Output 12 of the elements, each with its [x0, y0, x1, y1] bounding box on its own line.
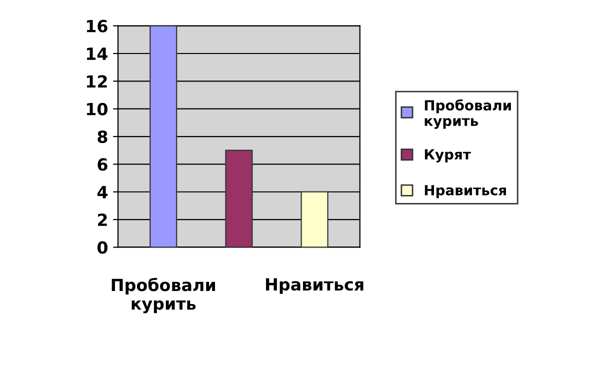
- y-tick-label: 8: [98, 130, 108, 144]
- y-tick-label: 6: [98, 158, 108, 171]
- y-tick-label: 14: [86, 48, 108, 60]
- y-tick-label: 2: [98, 214, 107, 226]
- y-tick-label: 10: [86, 102, 108, 116]
- legend-label: Нравиться: [424, 185, 506, 198]
- legend-label: Курят: [424, 149, 471, 162]
- y-tick-label: 12: [86, 75, 107, 88]
- y-tick-label: 4: [97, 186, 108, 198]
- y-tick-label: 16: [86, 20, 108, 32]
- legend-label: Пробовали курить: [424, 99, 511, 129]
- y-tick-label: 0: [97, 241, 108, 254]
